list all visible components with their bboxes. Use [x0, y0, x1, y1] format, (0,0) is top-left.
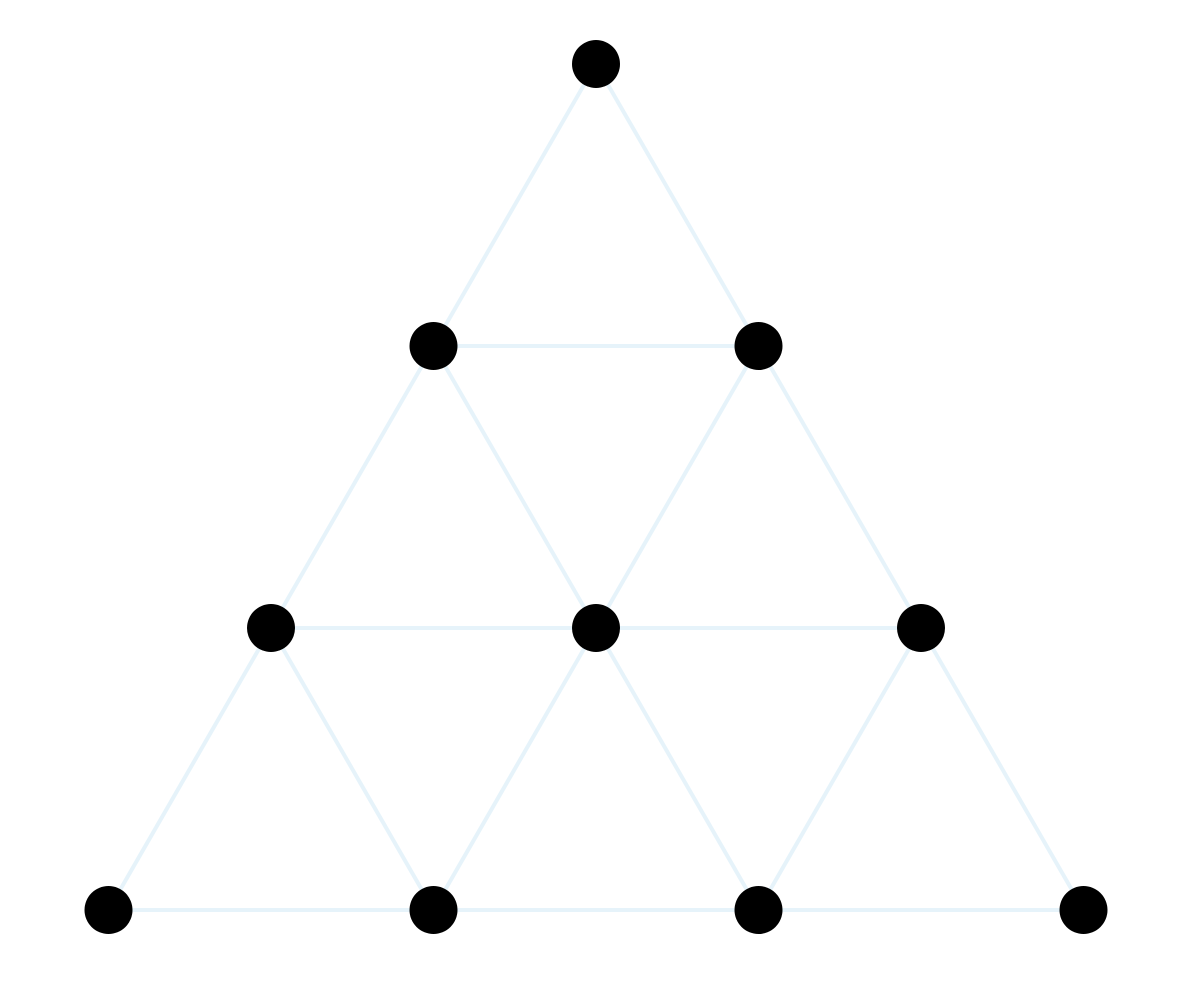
- node-r2c1: [572, 604, 620, 652]
- edge-r2c1-r3c2: [594, 626, 761, 912]
- node-r3c3: [1059, 886, 1108, 934]
- edge-r0c0-r1c0: [431, 62, 598, 348]
- node-r1c0: [409, 322, 458, 370]
- node-r2c2: [897, 604, 945, 652]
- edge-r1c1-r2c1: [594, 344, 761, 630]
- node-r3c2: [734, 886, 783, 934]
- edge-r2c1-r3c1: [431, 626, 598, 912]
- edge-r0c0-r1c1: [594, 62, 761, 348]
- edge-r2c2-r3c3: [919, 626, 1086, 912]
- edge-r1c0-r2c1: [431, 344, 598, 630]
- node-r3c0: [84, 886, 133, 934]
- edge-r2c0-r3c0: [106, 626, 273, 912]
- edges-layer: [106, 62, 1086, 912]
- edge-r1c1-r2c2: [756, 344, 923, 630]
- edge-r2c0-r3c1: [269, 626, 436, 912]
- edge-r2c2-r3c2: [756, 626, 923, 912]
- nodes-layer: [84, 40, 1108, 934]
- node-r0c0: [572, 40, 620, 88]
- edge-r1c0-r2c0: [269, 344, 436, 630]
- node-r1c1: [734, 322, 783, 370]
- node-r2c0: [247, 604, 295, 652]
- node-r3c1: [409, 886, 458, 934]
